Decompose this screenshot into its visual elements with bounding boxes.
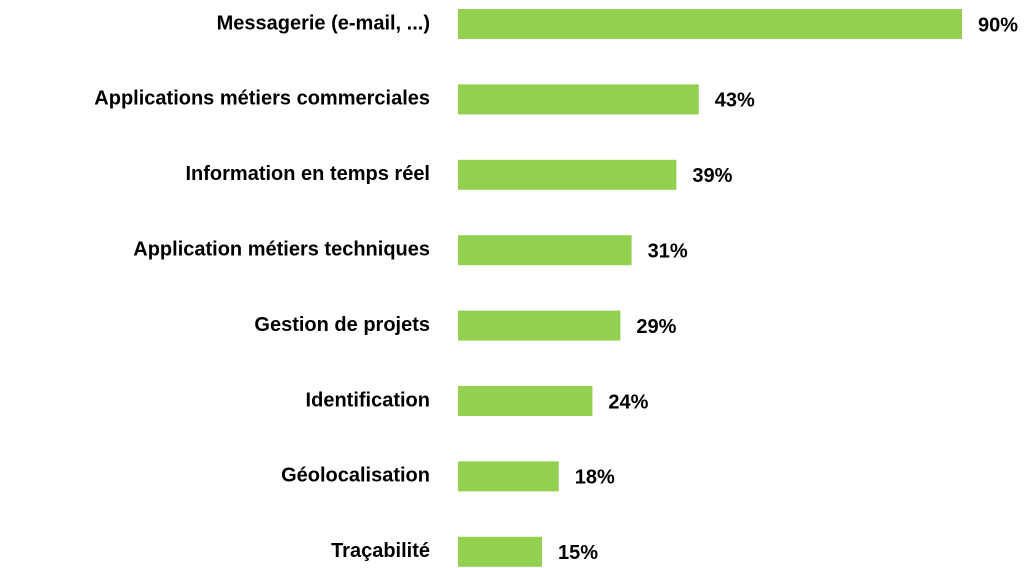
value-label: 29% (636, 316, 676, 338)
value-label: 15% (558, 542, 598, 564)
category-label: Messagerie (e-mail, ...) (217, 12, 430, 34)
category-label: Géolocalisation (281, 465, 430, 487)
bar (458, 461, 559, 492)
bar (458, 159, 677, 190)
bar (458, 84, 699, 115)
value-label: 24% (608, 391, 648, 413)
bar (458, 310, 621, 341)
bar (458, 235, 632, 266)
bar (458, 386, 593, 416)
category-label: Traçabilité (331, 540, 430, 562)
category-label: Application métiers techniques (133, 238, 430, 260)
category-label: Information en temps réel (186, 163, 431, 185)
category-label: Identification (306, 389, 430, 411)
bar (458, 9, 962, 39)
value-label: 39% (692, 165, 732, 187)
category-label: Gestion de projets (254, 314, 430, 336)
value-label: 90% (978, 14, 1018, 36)
bar (458, 536, 542, 567)
value-label: 43% (715, 90, 755, 112)
value-label: 31% (648, 240, 688, 262)
category-label: Applications métiers commerciales (94, 88, 430, 110)
value-label: 18% (575, 467, 615, 489)
